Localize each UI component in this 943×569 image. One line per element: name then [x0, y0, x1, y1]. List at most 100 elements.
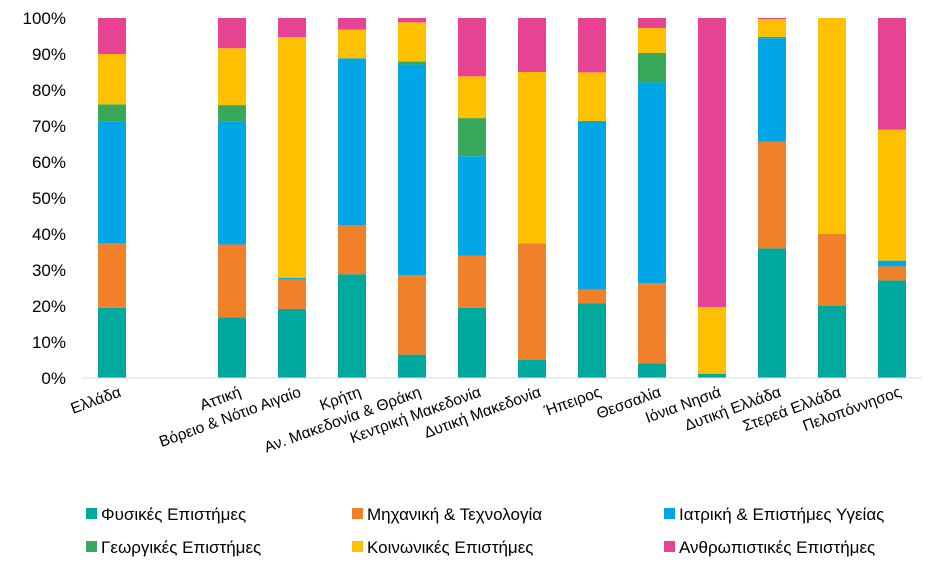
- legend-swatch: [664, 508, 675, 519]
- bar-segment-9-series-2: [578, 289, 606, 304]
- bar-segment-14-series-6: [878, 18, 906, 130]
- bar-segment-3-series-4: [218, 105, 246, 122]
- bar-segment-6-series-1: [398, 354, 426, 378]
- bar-segment-14-series-2: [878, 266, 906, 281]
- bar-segment-6-series-2: [398, 275, 426, 355]
- bar-segment-5-series-6: [338, 18, 366, 30]
- bar-segment-12-series-1: [758, 248, 786, 378]
- bar-segment-8-series-1: [518, 360, 546, 378]
- bar-segment-9-series-6: [578, 18, 606, 73]
- bar-segment-14-series-5: [878, 129, 906, 261]
- legend-item: Μηχανική & Τεχνολογία: [352, 505, 542, 524]
- bar-segment-7-series-3: [458, 156, 486, 256]
- y-tick-label: 30%: [32, 261, 66, 280]
- legend-item: Γεωργικές Επιστήμες: [86, 538, 261, 557]
- bar-segment-14-series-3: [878, 260, 906, 267]
- bar-segment-12-series-4: [758, 36, 786, 39]
- legend-item: Ιατρική & Επιστήμες Υγείας: [664, 505, 884, 524]
- bar-segment-8-series-5: [518, 72, 546, 244]
- bar-segment-11-series-5: [698, 307, 726, 374]
- legend-label: Φυσικές Επιστήμες: [101, 505, 246, 524]
- y-tick-label: 10%: [32, 333, 66, 352]
- bar-segment-8-series-2: [518, 243, 546, 360]
- bar-segment-3-series-6: [218, 18, 246, 49]
- legend-item: Κοινωνικές Επιστήμες: [352, 538, 533, 557]
- bar-segment-1-series-4: [98, 104, 126, 122]
- bar-segment-1-series-6: [98, 18, 126, 54]
- bar-segment-5-series-5: [338, 29, 366, 59]
- bar-segment-10-series-6: [638, 18, 666, 29]
- y-tick-label: 90%: [32, 45, 66, 64]
- bar-segment-13-series-1: [818, 306, 846, 378]
- bar-segment-7-series-1: [458, 307, 486, 378]
- bar-segment-5-series-2: [338, 225, 366, 275]
- bar-segment-12-series-2: [758, 141, 786, 249]
- x-tick-label: Ήπειρος: [541, 384, 603, 420]
- legend-swatch: [86, 508, 97, 519]
- y-tick-label: 40%: [32, 225, 66, 244]
- bar-segment-3-series-5: [218, 48, 246, 106]
- bar-segment-1-series-1: [98, 307, 126, 378]
- bar-segment-10-series-5: [638, 28, 666, 53]
- legend-swatch: [86, 541, 97, 552]
- bar-segment-9-series-1: [578, 303, 606, 378]
- bar-segment-13-series-5: [818, 18, 846, 234]
- bar-segment-11-series-1: [698, 373, 726, 378]
- bar-segment-13-series-2: [818, 234, 846, 306]
- bar-segment-14-series-1: [878, 280, 906, 378]
- bar-segment-1-series-3: [98, 121, 126, 243]
- bar-segment-6-series-4: [398, 61, 426, 65]
- bar-segment-6-series-5: [398, 22, 426, 62]
- y-tick-labels: 0% 10% 20% 30% 40% 50% 60% 70% 80% 90% 100%: [23, 9, 66, 388]
- bars-layer: [98, 18, 906, 378]
- y-tick-label: 70%: [32, 117, 66, 136]
- bar-segment-10-series-2: [638, 283, 666, 364]
- legend-label: Ιατρική & Επιστήμες Υγείας: [679, 505, 884, 524]
- bar-segment-9-series-3: [578, 120, 606, 290]
- bar-segment-4-series-5: [278, 37, 306, 278]
- bar-segment-6-series-6: [398, 18, 426, 23]
- y-tick-label: 20%: [32, 297, 66, 316]
- bar-segment-3-series-3: [218, 121, 246, 245]
- bar-segment-4-series-6: [278, 18, 306, 38]
- bar-segment-10-series-3: [638, 82, 666, 284]
- bar-segment-12-series-5: [758, 19, 786, 37]
- x-tick-label: Ελλάδα: [69, 384, 124, 418]
- legend-swatch: [664, 541, 675, 552]
- bar-segment-6-series-3: [398, 64, 426, 276]
- bar-segment-7-series-2: [458, 255, 486, 308]
- bar-segment-7-series-5: [458, 76, 486, 119]
- legend-item: Φυσικές Επιστήμες: [86, 505, 246, 524]
- bar-segment-1-series-2: [98, 243, 126, 308]
- bar-segment-9-series-5: [578, 72, 606, 121]
- legend-swatch: [352, 541, 363, 552]
- bar-segment-3-series-2: [218, 244, 246, 318]
- bar-segment-4-series-2: [278, 279, 306, 309]
- legend-swatch: [352, 508, 363, 519]
- legend-label: Μηχανική & Τεχνολογία: [367, 505, 542, 524]
- bar-segment-10-series-1: [638, 363, 666, 378]
- y-tick-label: 100%: [23, 9, 66, 28]
- y-tick-label: 0%: [41, 369, 66, 388]
- y-tick-label: 60%: [32, 153, 66, 172]
- y-tick-label: 80%: [32, 81, 66, 100]
- bar-segment-7-series-4: [458, 118, 486, 157]
- legend-label: Γεωργικές Επιστήμες: [101, 538, 261, 557]
- legend: Φυσικές Επιστήμες Μηχανική & Τεχνολογία Ια…: [86, 505, 884, 557]
- bar-segment-12-series-6: [758, 18, 786, 20]
- bar-segment-5-series-3: [338, 58, 366, 226]
- bar-segment-3-series-1: [218, 317, 246, 378]
- bar-segment-7-series-6: [458, 18, 486, 77]
- bar-segment-5-series-1: [338, 274, 366, 378]
- bar-segment-12-series-3: [758, 38, 786, 142]
- legend-label: Ανθρωπιστικές Επιστήμες: [679, 538, 875, 557]
- bar-segment-10-series-4: [638, 52, 666, 83]
- bar-segment-8-series-6: [518, 18, 546, 72]
- bar-segment-11-series-6: [698, 18, 726, 308]
- y-tick-label: 50%: [32, 189, 66, 208]
- legend-item: Ανθρωπιστικές Επιστήμες: [664, 538, 875, 557]
- bar-segment-4-series-1: [278, 308, 306, 378]
